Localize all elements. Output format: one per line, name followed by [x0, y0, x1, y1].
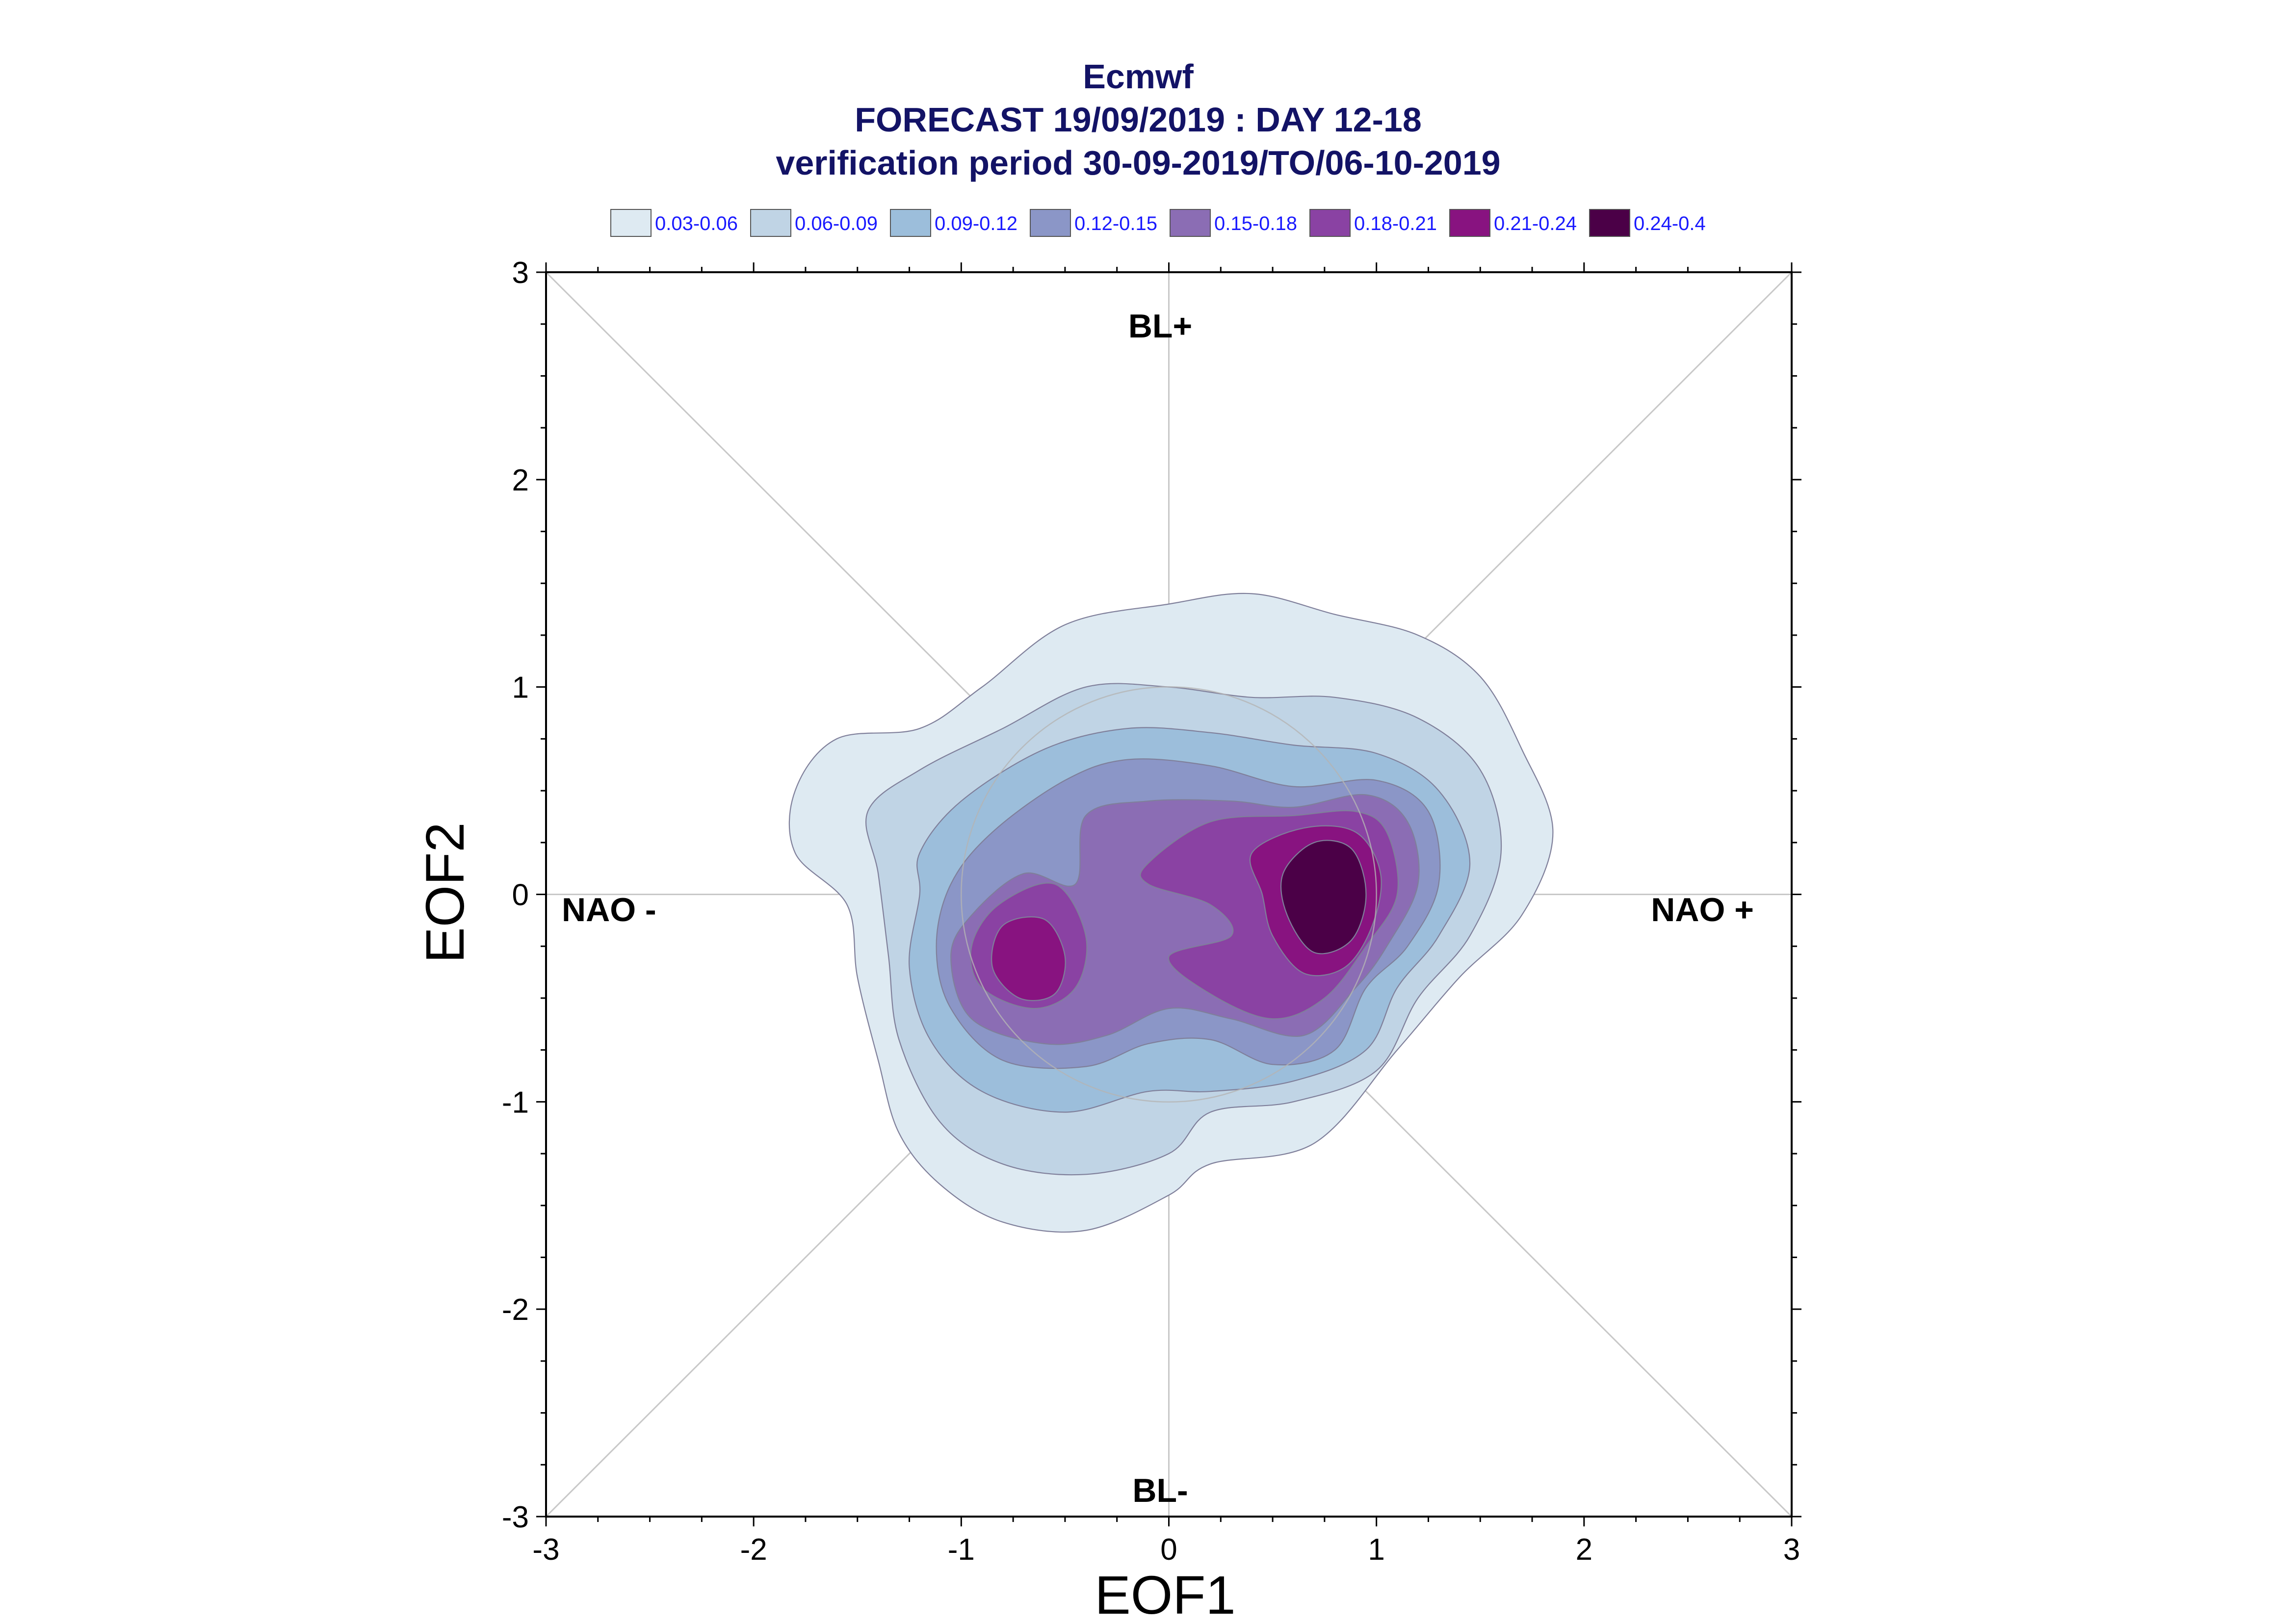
- y-tick-label: -3: [502, 1500, 529, 1534]
- y-tick-label: -1: [502, 1085, 529, 1119]
- y-axis-title: EOF2: [415, 822, 475, 963]
- legend-label: 0.18-0.21: [1354, 213, 1437, 234]
- y-tick-label: 0: [512, 878, 529, 912]
- plot-area: -3 -2 -1 0 1 2 3 -3 -2 -1 0 1 2 3: [502, 256, 1801, 1567]
- region-label-bottom: BL-: [1132, 1472, 1188, 1509]
- chart-title-line-3: verification period 30-09-2019/TO/06-10-…: [776, 144, 1500, 182]
- axis-ticks: [536, 262, 1801, 1526]
- legend-swatch: [1309, 209, 1351, 237]
- legend-label: 0.15-0.18: [1214, 213, 1297, 234]
- legend-swatch: [750, 209, 791, 237]
- legend-label: 0.03-0.06: [655, 213, 738, 234]
- reference-circle: [961, 686, 1377, 1103]
- y-tick-label: -2: [502, 1293, 529, 1327]
- legend-swatch: [890, 209, 931, 237]
- legend-swatch: [1170, 209, 1211, 237]
- x-axis-title: EOF1: [1095, 1565, 1235, 1624]
- legend-swatch: [1449, 209, 1490, 237]
- x-tick-label: 1: [1368, 1533, 1384, 1567]
- legend: 0.03-0.06 0.06-0.09 0.09-0.12 0.12-0.15 0.15…: [610, 209, 1706, 237]
- legend-label: 0.12-0.15: [1074, 213, 1157, 234]
- legend-swatch: [610, 209, 652, 237]
- region-label-top: BL+: [1128, 308, 1192, 345]
- x-tick-label: 0: [1160, 1533, 1177, 1567]
- y-tick-label: 2: [512, 464, 529, 497]
- y-tick-label: 1: [512, 671, 529, 705]
- legend-label: 0.24-0.4: [1634, 213, 1706, 234]
- contour-9: [1280, 840, 1367, 954]
- chart-title-line-2: FORECAST 19/09/2019 : DAY 12-18: [855, 101, 1422, 139]
- x-tick-label: 2: [1576, 1533, 1592, 1567]
- x-tick-label: -3: [532, 1533, 559, 1567]
- chart-title-line-1: Ecmwf: [1083, 57, 1194, 96]
- legend-label: 0.21-0.24: [1494, 213, 1577, 234]
- axis-tick-labels: -3 -2 -1 0 1 2 3 -3 -2 -1 0 1 2 3: [502, 256, 1800, 1567]
- legend-label: 0.06-0.09: [795, 213, 878, 234]
- x-tick-label: -1: [948, 1533, 975, 1567]
- region-label-left: NAO -: [562, 891, 656, 928]
- x-tick-label: 3: [1783, 1533, 1800, 1567]
- contour-layers: [788, 593, 1554, 1233]
- x-tick-label: -2: [740, 1533, 767, 1567]
- reference-overlays: [961, 686, 1377, 1103]
- region-label-right: NAO +: [1651, 891, 1754, 928]
- legend-swatch: [1589, 209, 1630, 237]
- legend-swatch: [1030, 209, 1071, 237]
- legend-label: 0.09-0.12: [935, 213, 1017, 234]
- contour-8: [991, 916, 1066, 1002]
- y-tick-label: 3: [512, 256, 529, 290]
